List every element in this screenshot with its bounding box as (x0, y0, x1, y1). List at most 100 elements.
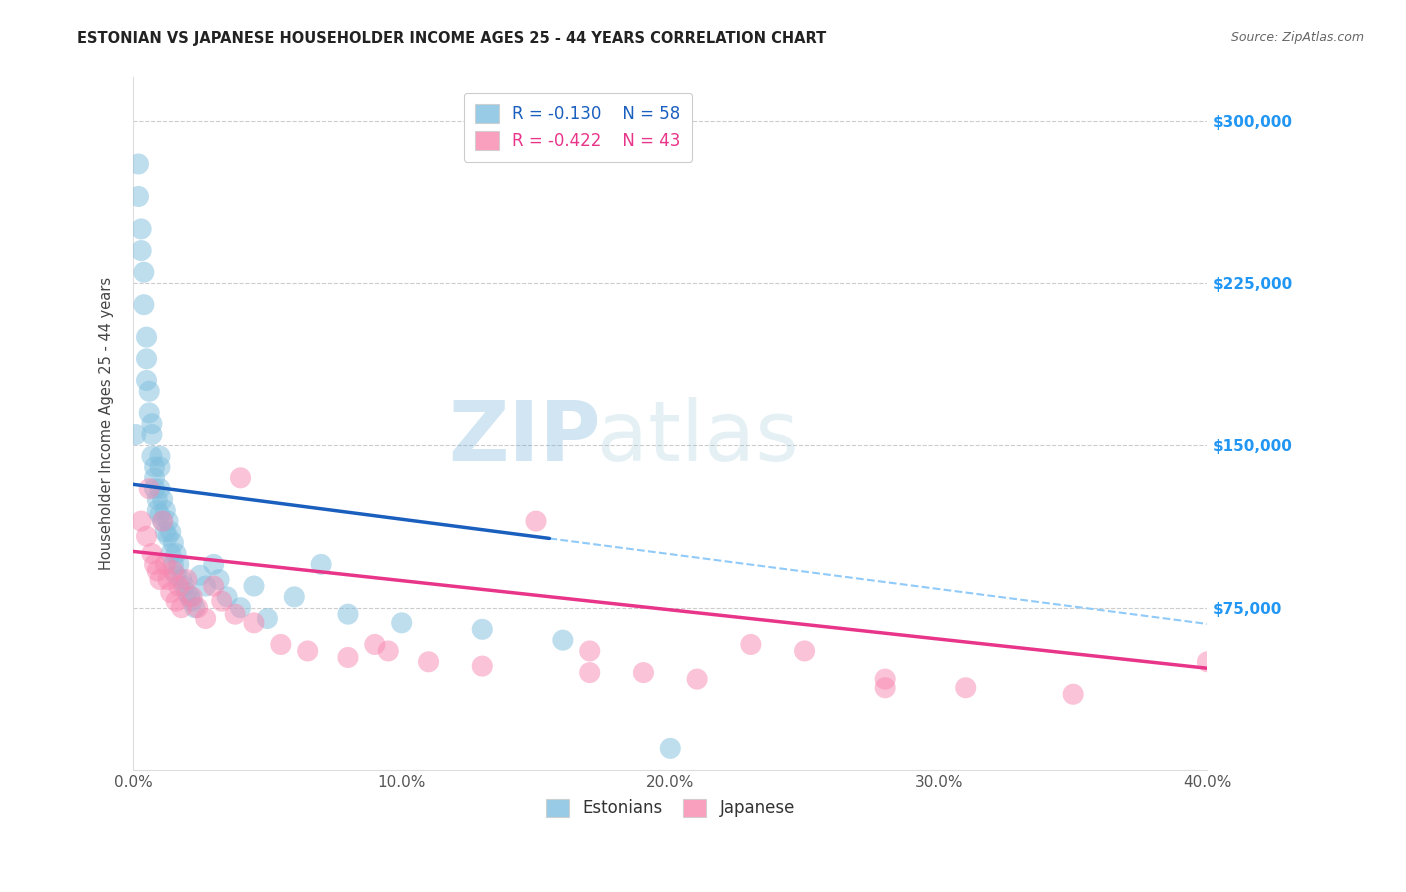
Point (141, 547, 163, 561)
Point (875, 672, 897, 686)
Point (173, 579, 195, 593)
Point (135, 330, 157, 344)
Point (202, 579, 225, 593)
Point (170, 600, 193, 615)
Point (155, 524, 177, 539)
Point (633, 665, 655, 680)
Point (135, 529, 157, 543)
Point (243, 579, 266, 593)
Point (297, 644, 319, 658)
Point (194, 611, 217, 625)
Point (125, 427, 148, 442)
Point (152, 514, 174, 528)
Point (283, 590, 305, 604)
Point (141, 449, 163, 463)
Point (143, 471, 166, 485)
Point (159, 524, 181, 539)
Point (256, 611, 278, 625)
Legend: Estonians, Japanese: Estonians, Japanese (538, 792, 801, 824)
Point (229, 600, 252, 615)
Point (155, 558, 177, 572)
Point (1197, 655, 1219, 669)
Point (135, 351, 157, 366)
Point (578, 644, 600, 658)
Point (309, 558, 332, 572)
Point (165, 568, 187, 582)
Point (176, 585, 198, 599)
Point (157, 529, 180, 543)
Point (217, 590, 239, 604)
Point (181, 594, 204, 608)
Point (132, 265, 155, 279)
Point (211, 594, 233, 608)
Text: atlas: atlas (598, 397, 799, 478)
Point (162, 535, 184, 549)
Point (243, 615, 266, 630)
Point (194, 579, 217, 593)
Point (149, 449, 172, 463)
Point (162, 564, 184, 578)
Point (170, 573, 193, 587)
Point (165, 547, 187, 561)
Point (471, 623, 494, 637)
Point (578, 665, 600, 680)
Point (793, 644, 815, 658)
Point (686, 672, 709, 686)
Point (875, 681, 897, 695)
Point (176, 573, 198, 587)
Point (129, 514, 152, 528)
Point (135, 373, 157, 387)
Point (165, 594, 187, 608)
Point (149, 460, 172, 475)
Point (127, 157, 149, 171)
Point (184, 600, 207, 615)
Point (377, 644, 399, 658)
Point (157, 573, 180, 587)
Point (138, 384, 160, 399)
Point (141, 417, 163, 431)
Point (418, 655, 440, 669)
Point (208, 573, 231, 587)
Point (149, 573, 172, 587)
Point (179, 590, 201, 604)
Y-axis label: Householder Income Ages 25 - 44 years: Householder Income Ages 25 - 44 years (100, 277, 114, 570)
Point (336, 650, 359, 665)
Point (202, 558, 225, 572)
Point (152, 492, 174, 507)
Point (159, 547, 181, 561)
Point (551, 633, 574, 648)
Point (152, 514, 174, 528)
Text: Source: ZipAtlas.com: Source: ZipAtlas.com (1230, 31, 1364, 45)
Point (132, 298, 155, 312)
Point (146, 492, 169, 507)
Point (740, 638, 762, 652)
Point (143, 558, 166, 572)
Text: ZIP: ZIP (449, 397, 600, 478)
Point (167, 558, 190, 572)
Point (659, 741, 682, 756)
Point (146, 564, 169, 578)
Point (127, 189, 149, 203)
Point (138, 482, 160, 496)
Point (155, 503, 177, 517)
Point (143, 482, 166, 496)
Point (167, 579, 190, 593)
Text: ESTONIAN VS JAPANESE HOUSEHOLDER INCOME AGES 25 - 44 YEARS CORRELATION CHART: ESTONIAN VS JAPANESE HOUSEHOLDER INCOME … (77, 31, 827, 46)
Point (187, 600, 209, 615)
Point (224, 607, 246, 622)
Point (391, 615, 413, 630)
Point (159, 585, 181, 599)
Point (149, 482, 172, 496)
Point (162, 558, 184, 572)
Point (181, 590, 204, 604)
Point (955, 681, 977, 695)
Point (364, 638, 387, 652)
Point (138, 406, 160, 420)
Point (524, 514, 547, 528)
Point (143, 460, 166, 475)
Point (146, 503, 169, 517)
Point (141, 427, 163, 442)
Point (471, 659, 494, 673)
Point (149, 508, 172, 522)
Point (129, 222, 152, 236)
